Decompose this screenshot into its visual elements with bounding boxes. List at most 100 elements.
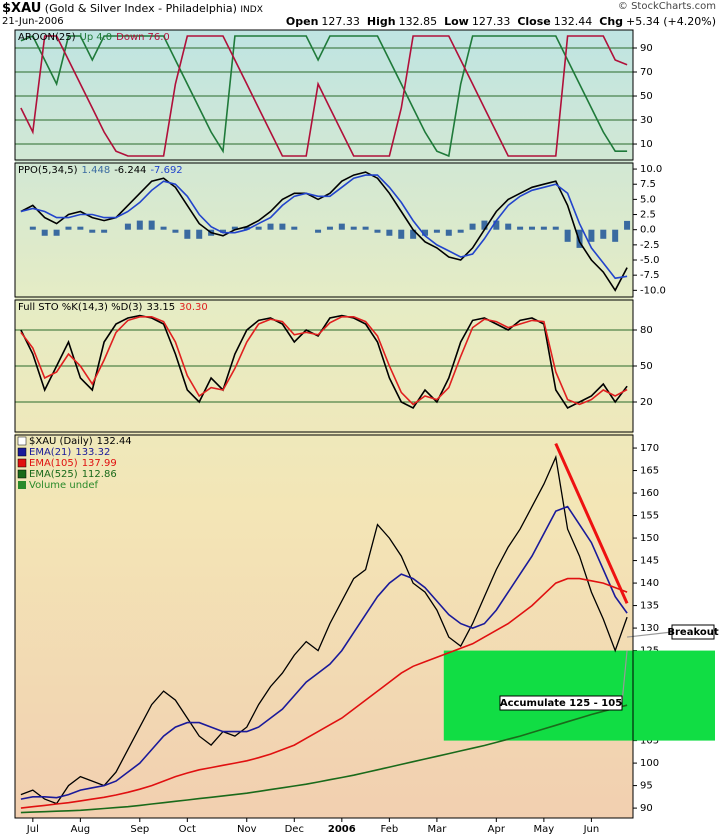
histogram-bar <box>65 226 72 230</box>
y-tick-label: 20 <box>640 397 653 408</box>
legend: Full STO %K(14,3) %D(3) 33.15 30.30 <box>18 302 208 313</box>
symbol: $XAU <box>2 1 42 16</box>
histogram-bar <box>279 223 286 230</box>
legend-swatch <box>18 481 26 489</box>
histogram-bar <box>338 223 345 230</box>
histogram-bar <box>184 229 191 239</box>
histogram-bar <box>255 226 262 230</box>
legend-value: 33.15 <box>146 302 175 313</box>
legend-swatch <box>17 458 27 468</box>
y-tick-label: 170 <box>640 443 659 454</box>
quote-label: Low <box>444 15 469 28</box>
series-line <box>20 505 628 800</box>
y-tick-label: 0.0 <box>640 225 656 236</box>
histogram-bar <box>433 229 440 233</box>
y-tick-label: 10 <box>640 139 653 150</box>
y-tick-label: -7.5 <box>640 270 660 281</box>
x-tick-label: Apr <box>488 824 506 835</box>
histogram-bar <box>315 229 322 233</box>
annotation-text: Breakout <box>667 627 718 638</box>
histogram-bar <box>124 223 131 230</box>
histogram-bar <box>410 229 417 239</box>
quote: Open 127.33 High 132.85 Low 127.33 Close 132.44… <box>279 15 716 28</box>
y-tick-label: 70 <box>640 67 653 78</box>
date: 21-Jun-2006 <box>2 16 64 27</box>
x-tick-label: Nov <box>237 824 257 835</box>
y-tick-label: -2.5 <box>640 240 660 251</box>
y-tick-label: 100 <box>640 758 659 769</box>
legend-entry: EMA(525) 112.86 <box>29 469 117 480</box>
name: (Gold & Silver Index - Philadelphia) <box>44 2 237 15</box>
legend-name: Down <box>116 32 144 43</box>
series-line <box>20 35 628 157</box>
histogram-bar <box>219 229 226 233</box>
y-tick-label: 80 <box>640 325 653 336</box>
x-tick-label: Aug <box>71 824 91 835</box>
legend: AROON(25) Up 4.0 Down 76.0 <box>18 32 170 43</box>
series-line <box>20 174 628 280</box>
legend-swatch <box>17 469 27 479</box>
histogram-bar <box>350 226 357 230</box>
exchange: INDX <box>240 5 263 15</box>
histogram-bar <box>493 220 500 230</box>
histogram-bar <box>291 226 298 230</box>
y-tick-label: 135 <box>640 601 659 612</box>
legend-entry: $XAU (Daily) 132.44 <box>29 436 132 447</box>
histogram-bar <box>481 220 488 230</box>
series-line <box>20 34 628 158</box>
histogram-bar <box>540 226 547 230</box>
histogram-bar <box>517 226 524 230</box>
histogram-bar <box>624 220 631 230</box>
histogram-bar <box>374 229 381 233</box>
y-tick-label: 50 <box>640 361 653 372</box>
quote-value: +5.34 (+4.20%) <box>626 15 716 28</box>
series-line <box>20 577 628 809</box>
y-tick-label: 95 <box>640 781 653 792</box>
title-row: $XAU (Gold & Silver Index - Philadelphia… <box>2 1 263 16</box>
histogram-bar <box>136 220 143 230</box>
legend-value: 112.86 <box>82 469 117 480</box>
quote-value: 127.33 <box>321 15 360 28</box>
y-tick-label: -10.0 <box>640 285 666 296</box>
histogram-bar <box>89 229 96 233</box>
quote-value: 132.44 <box>553 15 593 28</box>
y-tick-label: 7.5 <box>640 179 656 190</box>
histogram-bar <box>172 229 179 233</box>
y-tick-label: 90 <box>640 43 653 54</box>
y-tick-label: 5.0 <box>640 194 656 205</box>
trendline <box>554 442 629 604</box>
histogram-bar <box>457 229 464 233</box>
series-line <box>20 704 628 814</box>
header: $XAU (Gold & Silver Index - Philadelphia… <box>0 0 718 30</box>
x-tick-label: Jul <box>26 824 39 835</box>
histogram-bar <box>160 226 167 230</box>
x-tick-label: May <box>534 824 555 835</box>
annotation-text: Accumulate 125 - 105 <box>500 698 622 709</box>
histogram-bar <box>588 229 595 242</box>
annotation-leader <box>621 650 628 704</box>
histogram-bar <box>552 226 559 230</box>
histogram-bar <box>576 229 583 248</box>
x-tick-label: Mar <box>427 824 447 835</box>
histogram-bar <box>326 226 333 230</box>
histogram-bar <box>243 226 250 230</box>
series-line <box>20 454 628 805</box>
y-tick-label: 155 <box>640 511 659 522</box>
legend-name: EMA(525) <box>29 469 78 480</box>
histogram-bar <box>148 220 155 230</box>
legend-value: -7.692 <box>150 165 182 176</box>
indicator-label: AROON(25) <box>18 32 76 43</box>
annotation-box <box>499 695 623 711</box>
histogram-bar <box>422 229 429 236</box>
histogram-bar <box>196 229 203 239</box>
histogram-bar <box>53 229 60 236</box>
legend-swatch <box>17 436 27 446</box>
indicator-label: Full STO %K(14,3) %D(3) <box>18 302 143 313</box>
indicator-label: PPO(5,34,5) <box>18 165 78 176</box>
quote-value: 132.85 <box>398 15 438 28</box>
panel-border <box>14 299 634 433</box>
quote-label: Chg <box>599 15 624 28</box>
histogram-bar <box>77 226 84 230</box>
legend-value: 30.30 <box>179 302 208 313</box>
legend-value: 4.0 <box>96 32 112 43</box>
